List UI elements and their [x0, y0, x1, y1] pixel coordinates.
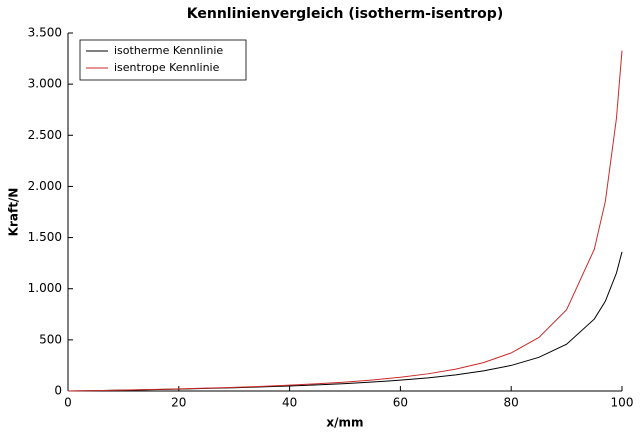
y-tick-label: 2.500 — [28, 128, 62, 142]
x-tick-label: 80 — [504, 396, 519, 410]
x-tick-label: 100 — [611, 396, 634, 410]
x-tick-label: 60 — [393, 396, 408, 410]
x-tick-label: 40 — [282, 396, 297, 410]
line — [67, 251, 623, 392]
y-tick-label: 500 — [39, 332, 62, 346]
y-tick-label: 1.000 — [28, 281, 62, 295]
y-axis-label: Kraft/N — [7, 188, 21, 237]
y-tick-label: 0 — [54, 384, 62, 398]
legend-label: isentrope Kennlinie — [114, 61, 220, 74]
x-tick-label: 0 — [64, 396, 72, 410]
legend-label: isotherme Kennlinie — [114, 44, 223, 57]
legend — [79, 39, 247, 81]
x-tick-label: 20 — [171, 396, 186, 410]
y-tick-label: 1.500 — [28, 230, 62, 244]
y-tick-label: 3.000 — [28, 77, 62, 91]
y-tick-label: 3.500 — [28, 26, 62, 40]
y-tick-label: 2.000 — [28, 179, 62, 193]
chart-title: Kennlinienvergleich (isotherm-isentrop) — [187, 6, 503, 22]
line — [67, 50, 623, 392]
x-axis-label: x/mm — [326, 416, 363, 430]
